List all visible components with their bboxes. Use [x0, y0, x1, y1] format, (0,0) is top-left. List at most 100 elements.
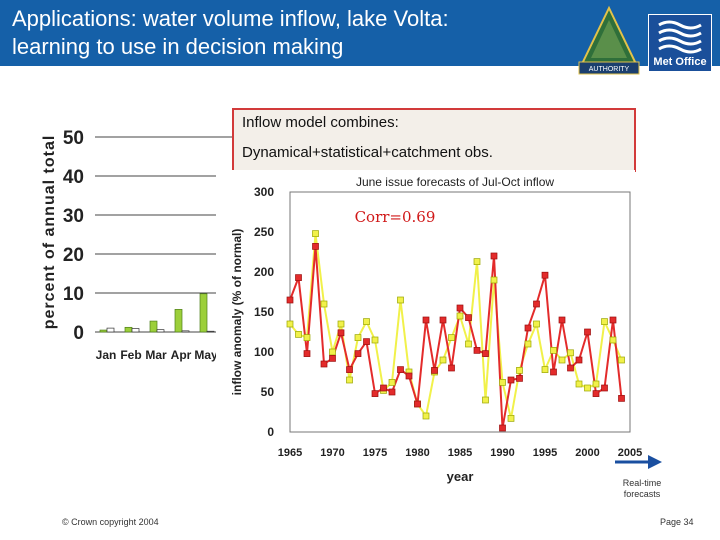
bg-y-axis-label: percent of annual total [41, 135, 58, 330]
bg-ytick-label: 10 [63, 284, 84, 305]
forecast-point [550, 347, 557, 354]
observed-point [592, 390, 600, 397]
forecast-point [329, 348, 336, 356]
observed-point [405, 372, 413, 380]
observed-point [618, 395, 625, 402]
page-number: Page 34 [660, 517, 694, 527]
y-tick-label: 200 [254, 265, 274, 279]
bg-category-label: Feb [120, 348, 141, 362]
chart-title: June issue forecasts of Jul-Oct inflow [356, 175, 554, 189]
observed-point [533, 300, 540, 308]
forecast-point [388, 379, 396, 386]
observed-point [371, 390, 379, 397]
observed-point [303, 350, 311, 357]
y-tick-label: 50 [261, 385, 275, 399]
forecast-point [295, 331, 302, 338]
plot-frame [289, 191, 631, 433]
forecast-point [346, 376, 353, 384]
forecast-point [397, 296, 404, 304]
forecast-point [456, 312, 464, 320]
forecast-point [592, 380, 600, 388]
x-tick-label: 2005 [618, 447, 642, 459]
forecast-point [482, 396, 489, 404]
forecast-point [303, 334, 311, 341]
observed-point [337, 329, 345, 337]
observed-point [465, 314, 472, 321]
observed-point [320, 360, 328, 368]
forecast-point [618, 356, 625, 364]
realtime-line-2: forecasts [623, 489, 661, 499]
forecast-point [320, 300, 328, 308]
bg-bar [181, 330, 190, 333]
title-line-1: Applications: water volume inflow, lake … [12, 6, 449, 31]
observed-point [414, 400, 421, 408]
observed-point [388, 388, 396, 396]
realtime-arrow-head [648, 455, 662, 469]
observed-point [431, 367, 438, 374]
observed-point [541, 271, 549, 279]
observed-point [567, 364, 574, 372]
observed-point [312, 243, 319, 250]
forecast-point [541, 366, 549, 373]
forecast-point [584, 384, 591, 392]
bg-bar [106, 327, 115, 333]
forecast-point [448, 334, 455, 341]
observed-point [422, 316, 430, 324]
observed-point [448, 364, 455, 372]
x-tick-label: 1970 [320, 447, 344, 459]
x-tick-label: 1980 [405, 447, 429, 459]
observed-point [524, 324, 532, 332]
info-line-2: Dynamical+statistical+catchment obs. [242, 144, 493, 161]
observed-point [490, 252, 498, 260]
bg-ytick-label: 50 [63, 128, 84, 149]
x-tick-label: 1985 [448, 447, 472, 459]
realtime-forecasts-label: Real-time forecasts [610, 478, 674, 500]
observed-point [473, 347, 481, 354]
bg-category-label: May [194, 348, 218, 362]
observed-point [439, 316, 447, 324]
forecast-point [516, 367, 523, 374]
y-tick-label: 0 [267, 425, 274, 439]
y-tick-label: 250 [254, 225, 274, 239]
bg-bar [206, 330, 215, 333]
correlation-annotation: Corr=0.69 [355, 208, 436, 226]
forecast-point [575, 380, 583, 388]
forecast-point [286, 320, 294, 328]
bg-ytick-label: 0 [73, 323, 84, 344]
x-tick-label: 1995 [533, 447, 557, 459]
slide-title: Applications: water volume inflow, lake … [12, 5, 572, 61]
forecast-point [337, 320, 345, 328]
bg-ytick-label: 20 [63, 245, 84, 266]
observed-point [286, 296, 294, 304]
forecast-point [490, 276, 498, 284]
title-line-2: learning to use in decision making [12, 34, 344, 59]
observed-point [354, 350, 362, 357]
x-tick-label: 1990 [490, 447, 514, 459]
observed-point [516, 375, 523, 382]
observed-point [380, 384, 387, 392]
y-tick-label: 300 [254, 185, 274, 199]
observed-point [482, 350, 489, 357]
observed-series-line [289, 246, 623, 429]
bg-category-label: Mar [145, 348, 167, 362]
y-tick-label: 150 [254, 305, 274, 319]
observed-point [601, 384, 608, 392]
forecast-point [473, 258, 481, 265]
x-tick-label: 1965 [278, 447, 302, 459]
x-axis-label: year [447, 469, 474, 484]
volta-logo-text: AUTHORITY [589, 66, 630, 73]
observed-point [499, 424, 506, 432]
observed-point [609, 316, 617, 324]
forecast-point [601, 318, 608, 325]
copyright: © Crown copyright 2004 [62, 517, 159, 527]
forecast-point [567, 349, 574, 357]
observed-point [397, 366, 404, 373]
forecast-point [499, 379, 506, 386]
forecast-point [609, 336, 617, 344]
info-line-1: Inflow model combines: [242, 114, 399, 131]
met-office-logo-text: Met Office [653, 56, 707, 68]
forecast-point [363, 318, 370, 325]
observed-point [558, 316, 566, 324]
